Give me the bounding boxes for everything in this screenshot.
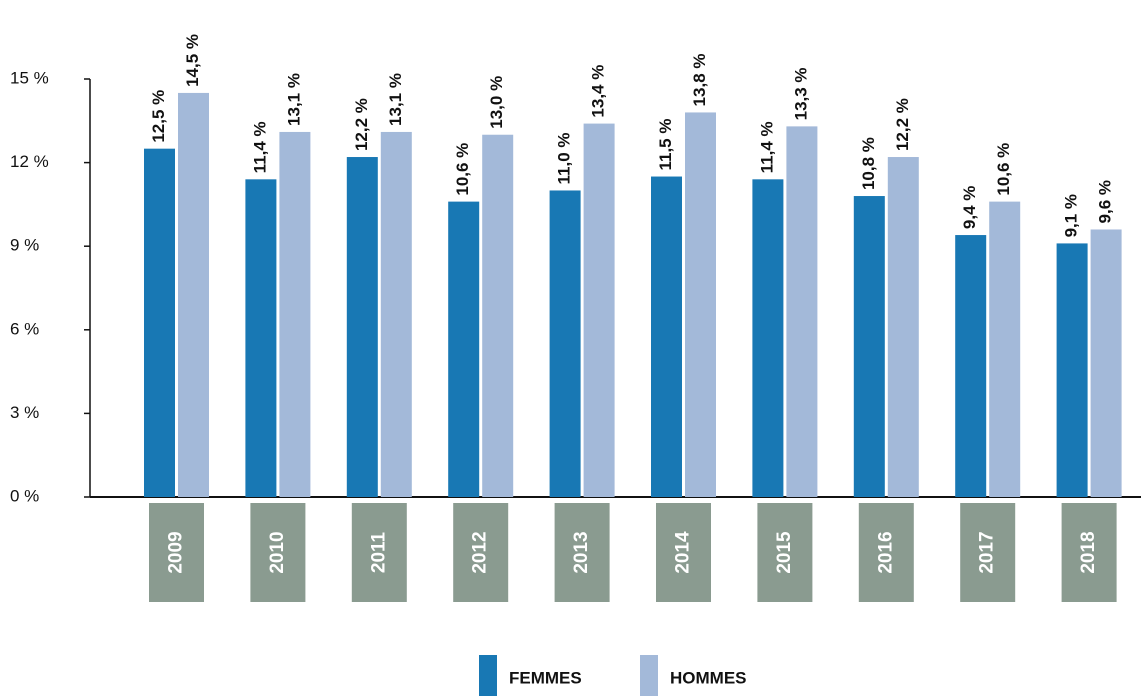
x-tick-label: 2009 xyxy=(166,531,187,573)
bar xyxy=(786,126,818,497)
bar xyxy=(651,176,682,498)
category-box xyxy=(149,503,204,602)
x-tick-label: 2010 xyxy=(267,531,288,573)
value-label: 11,4 % xyxy=(757,121,776,173)
bar xyxy=(549,190,581,497)
bar xyxy=(989,201,1021,497)
bar xyxy=(482,134,514,497)
x-tick-label: 2016 xyxy=(875,531,896,573)
value-label: 13,1 % xyxy=(386,73,405,126)
y-tick-label: 12 % xyxy=(10,152,49,171)
x-tick-label: 2017 xyxy=(977,531,998,573)
bar xyxy=(955,235,987,497)
category-box xyxy=(554,503,610,602)
y-tick-label: 3 % xyxy=(10,403,39,422)
value-label: 11,5 % xyxy=(656,119,675,171)
category-box xyxy=(1061,503,1117,602)
value-label: 11,0 % xyxy=(555,132,574,184)
category-box xyxy=(656,503,711,602)
bar xyxy=(178,92,209,497)
bar xyxy=(144,148,175,497)
bar xyxy=(245,179,277,497)
category-box xyxy=(250,503,306,602)
bar xyxy=(346,157,378,497)
value-label: 10,6 % xyxy=(453,143,472,196)
value-label: 12,5 % xyxy=(149,90,168,143)
value-label: 10,6 % xyxy=(994,143,1013,196)
value-label: 13,0 % xyxy=(487,76,506,129)
bar xyxy=(685,112,716,497)
y-tick-label: 6 % xyxy=(10,319,39,338)
value-label: 14,5 % xyxy=(183,34,202,87)
bar xyxy=(887,157,919,497)
category-box xyxy=(858,503,914,602)
value-label: 9,1 % xyxy=(1062,194,1081,237)
category-box xyxy=(351,503,407,602)
x-tick-label: 2015 xyxy=(774,531,795,574)
value-label: 9,6 % xyxy=(1096,180,1115,223)
value-label: 13,4 % xyxy=(589,65,608,118)
value-label: 13,8 % xyxy=(690,54,709,107)
x-tick-label: 2011 xyxy=(368,531,389,573)
bar xyxy=(853,196,885,498)
value-label: 13,3 % xyxy=(791,67,810,120)
y-tick-label: 15 % xyxy=(10,68,49,87)
legend-label: FEMMES xyxy=(509,668,582,687)
category-box xyxy=(960,503,1016,602)
x-tick-label: 2018 xyxy=(1078,531,1099,573)
x-tick-label: 2012 xyxy=(470,531,491,573)
y-tick-label: 9 % xyxy=(10,236,39,255)
value-label: 12,2 % xyxy=(893,98,912,151)
value-label: 12,2 % xyxy=(352,98,371,151)
category-box xyxy=(453,503,509,602)
value-label: 10,8 % xyxy=(859,137,878,190)
bar xyxy=(752,179,784,497)
bar xyxy=(380,131,412,498)
y-tick-label: 0 % xyxy=(10,486,39,505)
legend-swatch xyxy=(640,655,658,696)
bar xyxy=(279,131,311,498)
legend-label: HOMMES xyxy=(670,668,747,687)
bar xyxy=(1056,243,1088,497)
x-tick-label: 2014 xyxy=(673,531,694,574)
bar xyxy=(1090,229,1122,498)
legend-swatch xyxy=(479,655,497,696)
value-label: 11,4 % xyxy=(250,121,269,173)
x-tick-label: 2013 xyxy=(571,531,592,573)
bar xyxy=(583,123,615,497)
bar xyxy=(448,201,480,497)
category-box xyxy=(757,503,813,602)
value-label: 13,1 % xyxy=(284,73,303,126)
value-label: 9,4 % xyxy=(960,186,979,229)
